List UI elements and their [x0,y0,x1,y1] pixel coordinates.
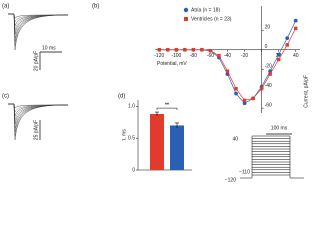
trace [8,103,69,117]
y-tick-label: 0.5 [128,136,135,142]
point [251,96,255,101]
y-axis-label: Current, pA/pF [303,75,309,108]
legend-marker [183,7,189,13]
panel-label: (d) [118,94,125,100]
x-tick-label: -40 [224,53,231,59]
x-tick-label: 40 [293,53,299,59]
point [234,86,238,91]
point [285,43,289,47]
trace [8,13,69,51]
legend-marker [184,17,188,21]
error-bar [175,122,179,128]
y-tick-label: 1.0 [128,104,135,110]
point [242,101,247,106]
point [242,98,247,103]
y-tick-label: -20 [265,64,272,70]
x-tick-label: -20 [241,53,248,59]
point [294,26,298,31]
point [157,48,161,52]
y-tick-label: 0 [132,167,135,173]
trace [8,103,69,141]
y-axis-label: τ, ms [121,129,127,141]
point [259,86,264,91]
point [276,57,281,62]
significance-bracket [156,107,178,111]
x-tick-label: -60 [207,53,214,59]
protocol-level: 40 [232,136,238,142]
legend-label: Ventricles (n = 23) [191,16,232,22]
legend-label: Atria (n = 18) [191,7,220,13]
significance: ** [165,102,169,108]
point [225,69,230,73]
protocol-duration: 100 ms [271,125,288,131]
x-tick-label: -100 [171,53,181,59]
x-tick-label: -120 [154,53,164,59]
y-tick-label: -60 [265,102,272,108]
x-tick-label: -80 [190,53,197,59]
protocol [240,135,304,179]
scale-label: 20 pA/pF [33,51,39,71]
scale-label: 25 pA/pF [33,120,39,140]
point [285,36,290,40]
figure: (a) (b) (c) (d) 10 ms 20 pA/pF 25 pA/pF … [2,4,309,184]
panel-label: (c) [2,94,9,100]
point [200,48,204,52]
y-tick-label: 0 [265,44,268,50]
y-tick-label: -40 [265,83,272,89]
point [276,52,281,57]
point [174,48,179,52]
scale-label: 10 ms [42,45,56,51]
panel-label: (b) [92,4,99,10]
point [183,48,187,52]
protocol-line [240,135,304,179]
point [293,18,298,23]
bar [170,125,184,170]
y-tick-label: 20 [265,25,271,31]
point [268,72,272,76]
bar [150,114,164,170]
point [217,53,221,58]
protocol-level: −110 [239,169,250,175]
trace [8,13,69,27]
point [191,48,196,52]
panel-label: (a) [2,4,9,10]
point [166,48,170,52]
point [208,49,213,53]
protocol-level: −120 [225,177,236,183]
point [234,91,238,96]
error-bar [155,111,159,116]
x-axis-label: Potential, mV [157,61,187,67]
